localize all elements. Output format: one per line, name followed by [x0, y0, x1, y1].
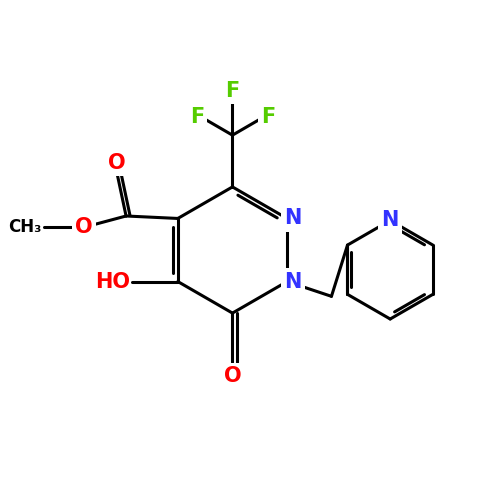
Text: HO: HO — [95, 272, 130, 291]
Text: N: N — [382, 210, 399, 231]
Text: O: O — [75, 218, 92, 238]
Text: CH₃: CH₃ — [8, 218, 42, 236]
Text: F: F — [261, 108, 275, 128]
Text: O: O — [224, 366, 242, 386]
Text: N: N — [284, 208, 302, 229]
Text: O: O — [108, 154, 126, 174]
Text: N: N — [284, 272, 302, 291]
Text: F: F — [190, 108, 204, 128]
Text: F: F — [226, 81, 239, 101]
